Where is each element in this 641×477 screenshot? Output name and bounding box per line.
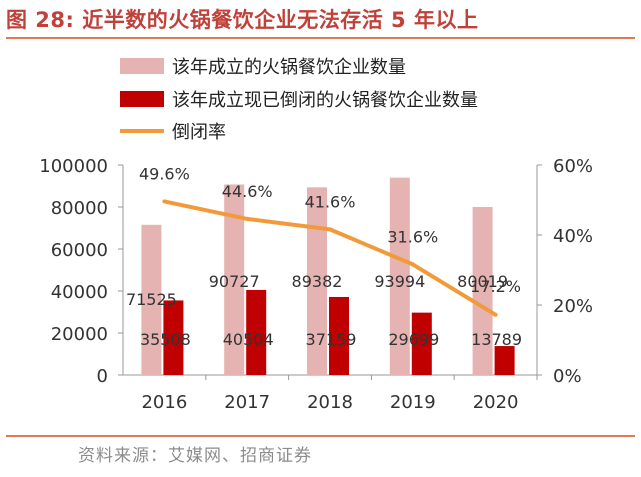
x-tick-label: 2018 [307, 392, 353, 413]
y-left-tick-label: 0 [97, 366, 108, 387]
y-right-tick-label: 40% [553, 226, 593, 247]
legend-label-2: 倒闭率 [172, 122, 226, 143]
data-labels: 71525 90727 89382 93994 80019 35508 40504 37159… [126, 164, 522, 349]
label-established: 90727 [209, 272, 260, 291]
x-tick-label: 2019 [390, 392, 436, 413]
bar-closed [494, 346, 515, 375]
title-divider [6, 37, 635, 39]
y-right-tick-label: 60% [553, 156, 593, 177]
source-note: 资料来源：艾媒网、招商证券 [78, 446, 312, 466]
axes: 0 20000 40000 60000 80000 100000 0% 20% 40% 60% 20… [39, 156, 593, 413]
label-closed: 40504 [223, 330, 274, 349]
label-closed: 35508 [140, 330, 191, 349]
label-closed: 29699 [388, 330, 439, 349]
y-right-tick-label: 0% [553, 366, 582, 387]
bar-established [141, 224, 162, 375]
label-closed: 37159 [306, 330, 357, 349]
bar-closed [329, 296, 349, 375]
label-established: 80019 [457, 272, 508, 291]
bar-established [224, 184, 245, 375]
label-established: 71525 [126, 290, 177, 309]
x-tick-label: 2016 [141, 392, 187, 413]
label-established: 93994 [374, 272, 425, 291]
label-rate: 17.2% [470, 277, 521, 296]
y-left-tick-label: 60000 [51, 240, 108, 261]
label-rate: 44.6% [222, 182, 273, 201]
label-established: 89382 [292, 272, 343, 291]
rate-point [162, 199, 167, 204]
y-right-tick-label: 20% [553, 296, 593, 317]
x-tick-label: 2020 [473, 392, 519, 413]
label-rate: 31.6% [387, 227, 438, 246]
y-left-tick-label: 20000 [51, 324, 108, 345]
label-rate: 49.6% [139, 164, 190, 183]
rate-point [410, 262, 415, 267]
bar-closed [411, 312, 432, 375]
bars [141, 177, 515, 375]
rate-point [328, 227, 332, 232]
bar-established [307, 187, 327, 375]
legend-swatch-0 [120, 58, 164, 74]
bar-closed [163, 300, 184, 375]
label-closed: 13789 [471, 330, 522, 349]
source-divider [6, 435, 635, 437]
legend-swatch-1 [120, 91, 164, 107]
legend-label-0: 该年成立的火锅餐饮企业数量 [172, 57, 406, 78]
chart-title: 图 28: 近半数的火锅餐饮企业无法存活 5 年以上 [6, 8, 479, 32]
rate-point [493, 312, 498, 317]
bar-established [389, 177, 410, 375]
legend-label-1: 该年成立现已倒闭的火锅餐饮企业数量 [172, 90, 478, 111]
label-rate: 41.6% [305, 192, 356, 211]
bar-established [472, 206, 493, 375]
bar-closed [246, 289, 267, 375]
rate-point [245, 216, 250, 221]
y-left-tick-label: 80000 [51, 198, 108, 219]
rate-line [162, 199, 498, 317]
y-left-tick-label: 40000 [51, 282, 108, 303]
x-tick-label: 2017 [224, 392, 270, 413]
y-left-tick-label: 100000 [39, 156, 108, 177]
